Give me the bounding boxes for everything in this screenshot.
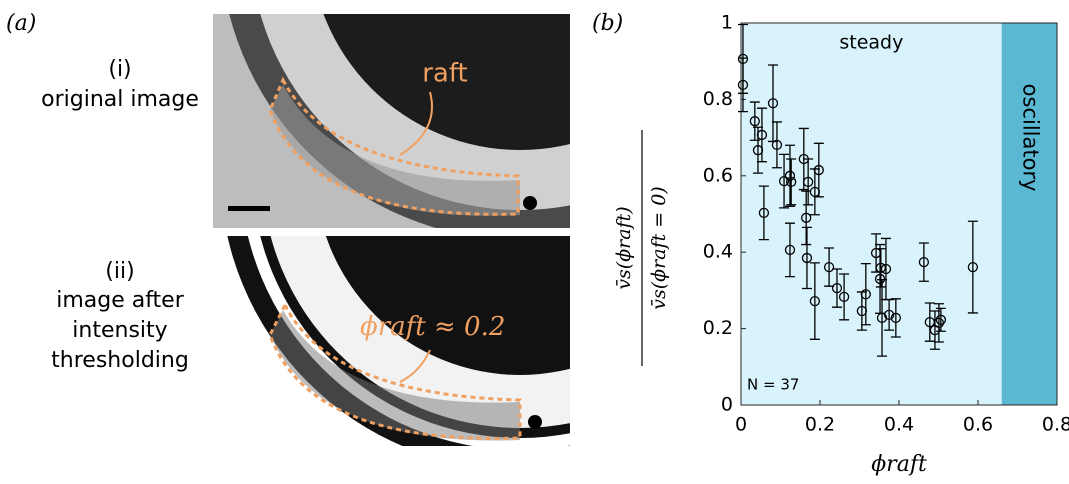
phi-label: ϕraft ≈ 0.2 — [360, 312, 505, 342]
marker — [767, 98, 779, 109]
y-tick-label: 0.6 — [703, 164, 733, 186]
marker — [749, 116, 760, 127]
arrow — [399, 91, 433, 156]
error-bar — [779, 153, 790, 209]
error-bar — [813, 142, 824, 198]
error-bar — [786, 158, 797, 206]
error-bar — [809, 262, 820, 340]
plot: steady oscillatory N = 37 0 0.2 0.4 0.6 0.8 1 0 0.… — [703, 12, 1069, 436]
caption: image after — [56, 288, 185, 313]
y-label-denominator: v̄s(ϕraft = 0) — [648, 186, 670, 309]
marker — [771, 139, 783, 151]
caption: original image — [41, 87, 199, 112]
annotation: N = 37 — [747, 376, 799, 394]
marker — [784, 170, 796, 181]
sub-label: (i) — [108, 57, 131, 82]
marker — [756, 129, 768, 141]
y-label-numerator: v̄s(ϕraft) — [613, 206, 635, 289]
marker — [890, 312, 901, 324]
region-label: steady — [839, 32, 903, 54]
photo-original — [213, 14, 570, 228]
error-bar — [875, 248, 886, 288]
error-bar — [771, 121, 782, 169]
sub-label: (ii) — [105, 259, 134, 284]
y-tick-label: 1 — [721, 12, 733, 34]
y-tick-label: 0.8 — [703, 88, 733, 110]
x-tick-label: 0.8 — [1042, 414, 1069, 436]
error-bar — [860, 263, 871, 326]
region-label: oscillatory — [1018, 84, 1042, 192]
panel-label: (a) — [6, 11, 36, 36]
y-tick-label: 0 — [721, 394, 733, 416]
marker — [838, 291, 850, 303]
error-bar — [801, 190, 812, 246]
error-bar — [784, 222, 795, 278]
raft-label: raft — [422, 59, 468, 89]
marker — [737, 79, 749, 91]
marker — [874, 273, 886, 285]
marker — [778, 175, 790, 187]
error-bar — [756, 107, 767, 163]
marker — [784, 244, 796, 256]
marker — [786, 176, 797, 188]
marker — [831, 282, 843, 294]
region — [741, 23, 1002, 405]
x-tick-label: 0.6 — [963, 414, 993, 436]
marker — [860, 289, 871, 300]
caption: intensity — [72, 318, 167, 343]
marker — [813, 164, 824, 176]
marker — [883, 309, 895, 320]
error-bar — [933, 303, 944, 343]
error-bar — [935, 307, 946, 332]
error-bar — [758, 185, 769, 241]
photo-threshold — [220, 236, 570, 446]
x-tick-label: 0.2 — [805, 414, 835, 436]
panel-label: (b) — [592, 11, 623, 36]
marker — [758, 207, 770, 219]
caption: thresholding — [51, 348, 189, 373]
marker — [809, 295, 821, 307]
error-bar — [801, 226, 812, 290]
error-bar — [784, 144, 795, 208]
error-bar — [831, 268, 842, 308]
error-bar — [884, 298, 895, 331]
error-bar — [967, 220, 978, 314]
error-bar — [737, 57, 748, 113]
marker — [801, 212, 812, 223]
marker — [935, 314, 947, 325]
region — [1001, 23, 1057, 405]
error-bar — [924, 302, 935, 342]
marker — [933, 317, 945, 329]
marker — [803, 176, 814, 188]
error-bar — [839, 273, 850, 321]
error-bar — [918, 242, 929, 282]
error-bar — [890, 298, 901, 338]
marker — [967, 261, 979, 273]
marker — [918, 256, 930, 268]
error-bar — [803, 158, 814, 206]
marker — [876, 312, 888, 324]
arrow — [399, 349, 431, 383]
y-tick-label: 0.4 — [703, 241, 733, 263]
marker — [880, 263, 892, 275]
x-tick-label: 0.4 — [884, 414, 914, 436]
y-tick-label: 0.2 — [703, 317, 733, 339]
marker — [801, 252, 813, 264]
x-tick-label: 0 — [735, 414, 747, 436]
marker — [823, 261, 835, 273]
x-label: ϕraft — [871, 452, 927, 477]
